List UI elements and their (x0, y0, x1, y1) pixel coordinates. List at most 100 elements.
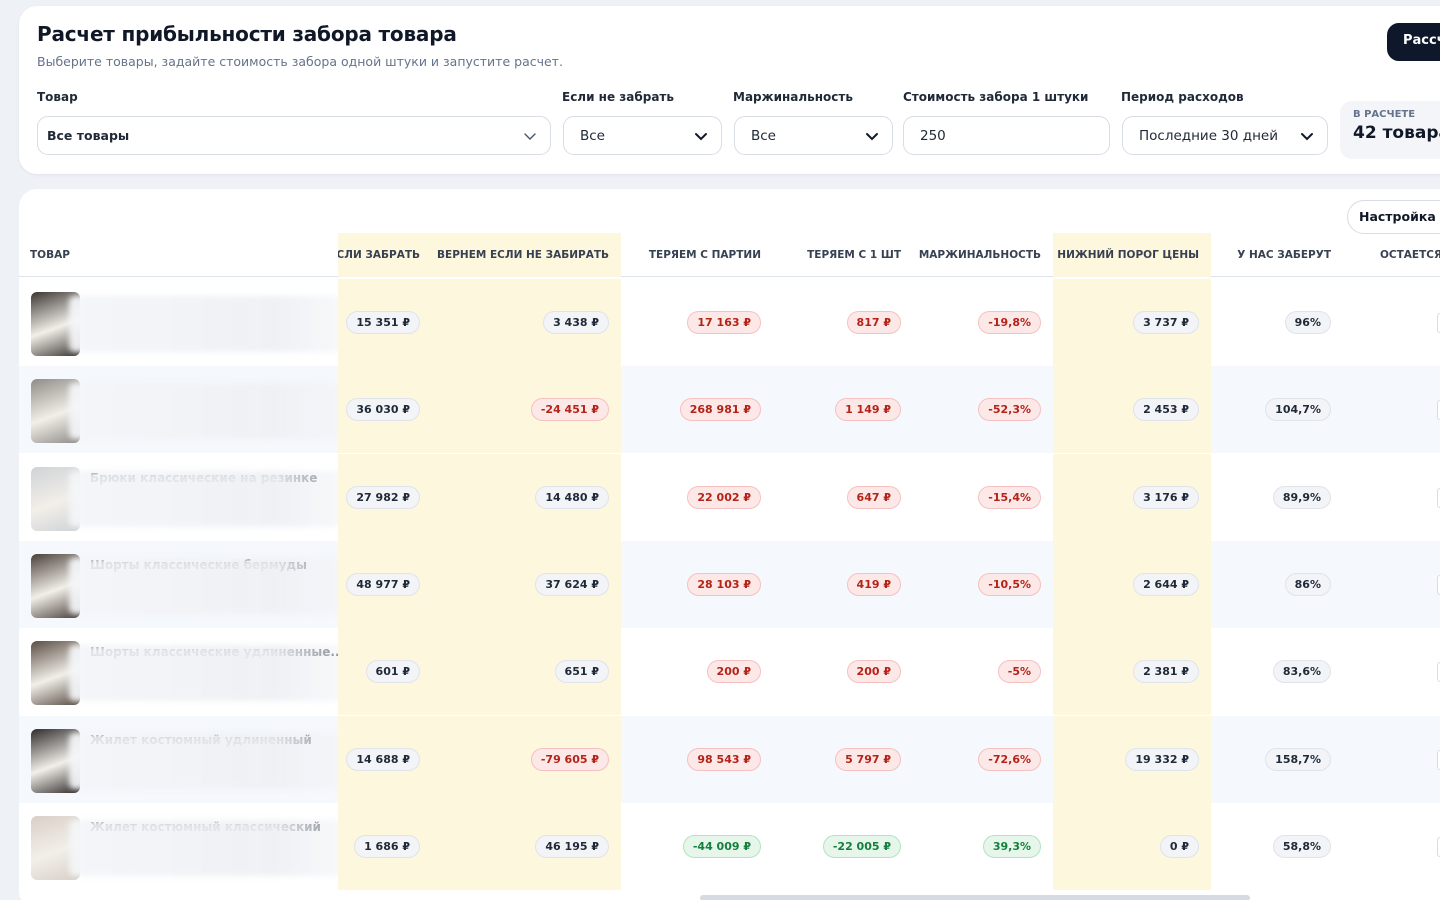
table-row[interactable]: Шорты классические бермуды48 977 ₽ 37 624… (19, 540, 1440, 628)
product-select-value: Все товары (47, 128, 130, 143)
product-select[interactable]: Все товары (37, 116, 551, 155)
cell-price-floor: 2 381 ₽ (1053, 628, 1211, 716)
remaining-indicator (1437, 313, 1440, 333)
cell-if-taken: 48 977 ₽ (338, 540, 432, 628)
column-header-price-floor[interactable]: НИЖНИЙ ПОРОГ ЦЕНЫ (1053, 233, 1211, 277)
value-badge: 96% (1284, 311, 1331, 334)
cell-price-floor: 2 644 ₽ (1053, 540, 1211, 628)
cell-margin: -10,5% (913, 541, 1053, 628)
cell-margin: 39,3% (913, 803, 1053, 890)
cell-return-if-not-taken: -79 605 ₽ (432, 715, 621, 803)
value-badge: 104,7% (1265, 398, 1331, 422)
cell-price-floor: 3 737 ₽ (1053, 279, 1211, 366)
column-header-margin[interactable]: МАРЖИНАЛЬНОСТЬ (918, 249, 1041, 261)
cell-price-floor: 2 453 ₽ (1053, 366, 1211, 454)
cell-if-taken: 601 ₽ (338, 628, 432, 716)
cell-loss-batch: 28 103 ₽ (621, 541, 773, 628)
pickup-cost-input[interactable]: 250 (903, 116, 1110, 155)
calculate-button[interactable]: Рассч (1387, 23, 1440, 61)
value-badge: 17 163 ₽ (687, 311, 761, 334)
value-badge: 48 977 ₽ (346, 572, 420, 596)
cell-if-taken: 15 351 ₽ (338, 279, 432, 366)
calculation-panel: Расчет прибыльности забора товара Выбери… (19, 6, 1440, 174)
table-row[interactable]: Жилет костюмный удлиненный14 688 ₽ -79 60… (19, 715, 1440, 803)
cell-product (19, 279, 365, 366)
cell-return-if-not-taken: 37 624 ₽ (432, 540, 621, 628)
page-subtitle: Выберите товары, задайте стоимость забор… (37, 54, 563, 69)
value-badge: 83,6% (1272, 660, 1331, 684)
summary-caption: В РАСЧЕТЕ (1353, 109, 1416, 120)
cell-product: Жилет костюмный удлиненный (19, 716, 365, 803)
period-select[interactable]: Последние 30 дней (1122, 116, 1328, 155)
value-badge: 601 ₽ (365, 660, 420, 684)
table-row[interactable]: Жилет костюмный классический1 686 ₽ 46 19… (19, 802, 1440, 890)
value-badge: 39,3% (982, 834, 1041, 858)
table-settings-button[interactable]: Настройка та (1347, 200, 1440, 234)
value-badge: 86% (1284, 572, 1331, 596)
table-row[interactable]: 36 030 ₽ -24 451 ₽ 268 981 ₽ 1 149 ₽ -52,3% 2… (19, 366, 1440, 454)
horizontal-scrollbar[interactable] (700, 895, 1250, 900)
cell-margin: -19,8% (913, 279, 1053, 366)
cell-return-if-not-taken: 3 438 ₽ (432, 279, 621, 366)
value-badge: 27 982 ₽ (346, 485, 420, 509)
column-header-loss-unit[interactable]: ТЕРЯЕМ С 1 ШТ (807, 249, 901, 261)
table-header: ТОВАР ЕСЛИ ЗАБРАТЬ ВЕРНЕМ ЕСЛИ НЕ ЗАБИРА… (19, 233, 1440, 277)
calculation-summary: В РАСЧЕТЕ 42 товара (1340, 101, 1440, 159)
period-select-value: Последние 30 дней (1139, 128, 1279, 144)
summary-value: 42 товара (1353, 123, 1440, 143)
if-not-taken-filter-label: Если не забрать (562, 90, 674, 104)
cell-loss-batch: 17 163 ₽ (621, 279, 773, 366)
value-badge: 1 686 ₽ (354, 834, 420, 858)
redacted-product-details (69, 470, 365, 527)
cell-loss-batch: 268 981 ₽ (621, 366, 773, 453)
cell-taken-from-us: 58,8% (1211, 803, 1343, 890)
value-badge: 98 543 ₽ (687, 747, 761, 771)
chevron-down-icon (695, 133, 707, 141)
redacted-product-details (69, 557, 365, 614)
remaining-indicator (1437, 662, 1440, 683)
cell-return-if-not-taken: 651 ₽ (432, 628, 621, 716)
if-not-taken-select[interactable]: Все (563, 116, 722, 155)
column-header-if-taken[interactable]: ЕСЛИ ЗАБРАТЬ (338, 233, 432, 277)
cell-product: Брюки классические на резинке (19, 454, 365, 541)
value-badge: -52,3% (978, 398, 1041, 422)
value-badge: 2 453 ₽ (1133, 398, 1199, 422)
pickup-cost-value: 250 (920, 128, 946, 144)
cell-product (19, 366, 365, 453)
remaining-indicator (1437, 574, 1440, 595)
value-badge: 647 ₽ (846, 485, 901, 509)
table-row[interactable]: Брюки классические на резинке27 982 ₽ 14 … (19, 453, 1440, 541)
value-badge: 89,9% (1272, 485, 1331, 509)
chevron-down-icon (1301, 133, 1313, 141)
cell-margin: -5% (913, 628, 1053, 715)
column-header-remaining[interactable]: ОСТАЕТСЯ РА (1380, 249, 1440, 261)
value-badge: 200 ₽ (846, 660, 901, 684)
cell-loss-batch: -44 009 ₽ (621, 803, 773, 890)
cell-loss-unit: 5 797 ₽ (773, 716, 913, 803)
cell-taken-from-us: 104,7% (1211, 366, 1343, 453)
cell-margin: -72,6% (913, 716, 1053, 803)
cell-price-floor: 3 176 ₽ (1053, 453, 1211, 541)
column-header-taken-from-us[interactable]: У НАС ЗАБЕРУТ (1237, 249, 1331, 261)
cell-price-floor: 0 ₽ (1053, 802, 1211, 890)
column-header-return-if-not-taken[interactable]: ВЕРНЕМ ЕСЛИ НЕ ЗАБИРАТЬ (432, 233, 621, 277)
table-row[interactable]: Шорты классические удлиненные...601 ₽ 651… (19, 628, 1440, 716)
value-badge: -10,5% (978, 572, 1041, 596)
if-not-taken-select-value: Все (580, 128, 605, 144)
cell-loss-unit: 647 ₽ (773, 454, 913, 541)
value-badge: -22 005 ₽ (822, 834, 901, 858)
margin-select[interactable]: Все (734, 116, 893, 155)
value-badge: 1 149 ₽ (835, 398, 901, 422)
column-header-product[interactable]: ТОВАР (30, 249, 70, 261)
cell-taken-from-us: 158,7% (1211, 716, 1343, 803)
value-badge: 3 176 ₽ (1133, 485, 1199, 509)
column-header-loss-batch[interactable]: ТЕРЯЕМ С ПАРТИИ (648, 249, 761, 261)
value-badge: 28 103 ₽ (687, 572, 761, 596)
redacted-product-details (69, 645, 365, 702)
value-badge: 419 ₽ (846, 572, 901, 596)
table-row[interactable]: 15 351 ₽ 3 438 ₽ 17 163 ₽ 817 ₽ -19,8% 3 737 … (19, 279, 1440, 366)
value-badge: 46 195 ₽ (535, 834, 609, 858)
cell-loss-unit: 1 149 ₽ (773, 366, 913, 453)
value-badge: 268 981 ₽ (679, 398, 761, 422)
value-badge: -5% (997, 660, 1041, 684)
